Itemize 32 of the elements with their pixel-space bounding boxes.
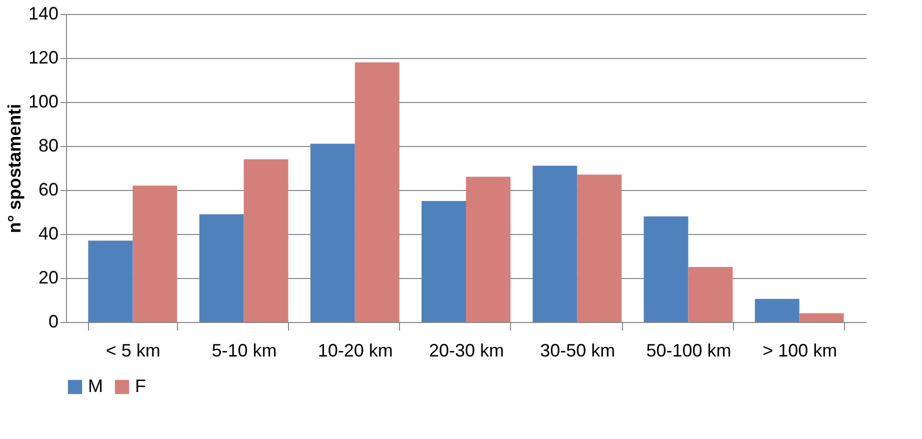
y-tick-label: 120 (28, 48, 58, 68)
bar (422, 201, 466, 322)
x-tick-label: 10-20 km (318, 340, 393, 360)
bar (644, 216, 688, 322)
bar (88, 240, 133, 322)
bar (199, 214, 244, 322)
y-tick-label: 40 (38, 224, 58, 244)
y-tick-label: 80 (38, 136, 58, 156)
x-tick-label: 5-10 km (212, 340, 277, 360)
x-tick-label: 50-100 km (646, 340, 732, 360)
x-tick-label: 30-50 km (540, 340, 616, 360)
bar (577, 174, 622, 322)
bar (688, 267, 733, 322)
y-tick-label: 140 (28, 4, 58, 24)
y-tick-label: 20 (38, 268, 58, 288)
legend-label: M (88, 376, 103, 396)
x-tick-label: < 5 km (106, 340, 160, 360)
y-tick-label: 100 (28, 92, 58, 112)
x-tick-label: 20-30 km (428, 340, 504, 360)
y-axis-title: n° spostamenti (4, 104, 24, 234)
y-tick-label: 60 (38, 180, 58, 200)
bar (532, 166, 578, 322)
bar (754, 298, 800, 322)
x-tick-label: > 100 km (762, 340, 838, 360)
bar (799, 313, 844, 322)
legend-label: F (135, 376, 146, 396)
bar (132, 186, 178, 322)
bar (466, 176, 510, 322)
bar (244, 159, 288, 322)
y-tick-label: 0 (48, 312, 58, 332)
bar (310, 144, 355, 322)
bar (354, 62, 400, 322)
